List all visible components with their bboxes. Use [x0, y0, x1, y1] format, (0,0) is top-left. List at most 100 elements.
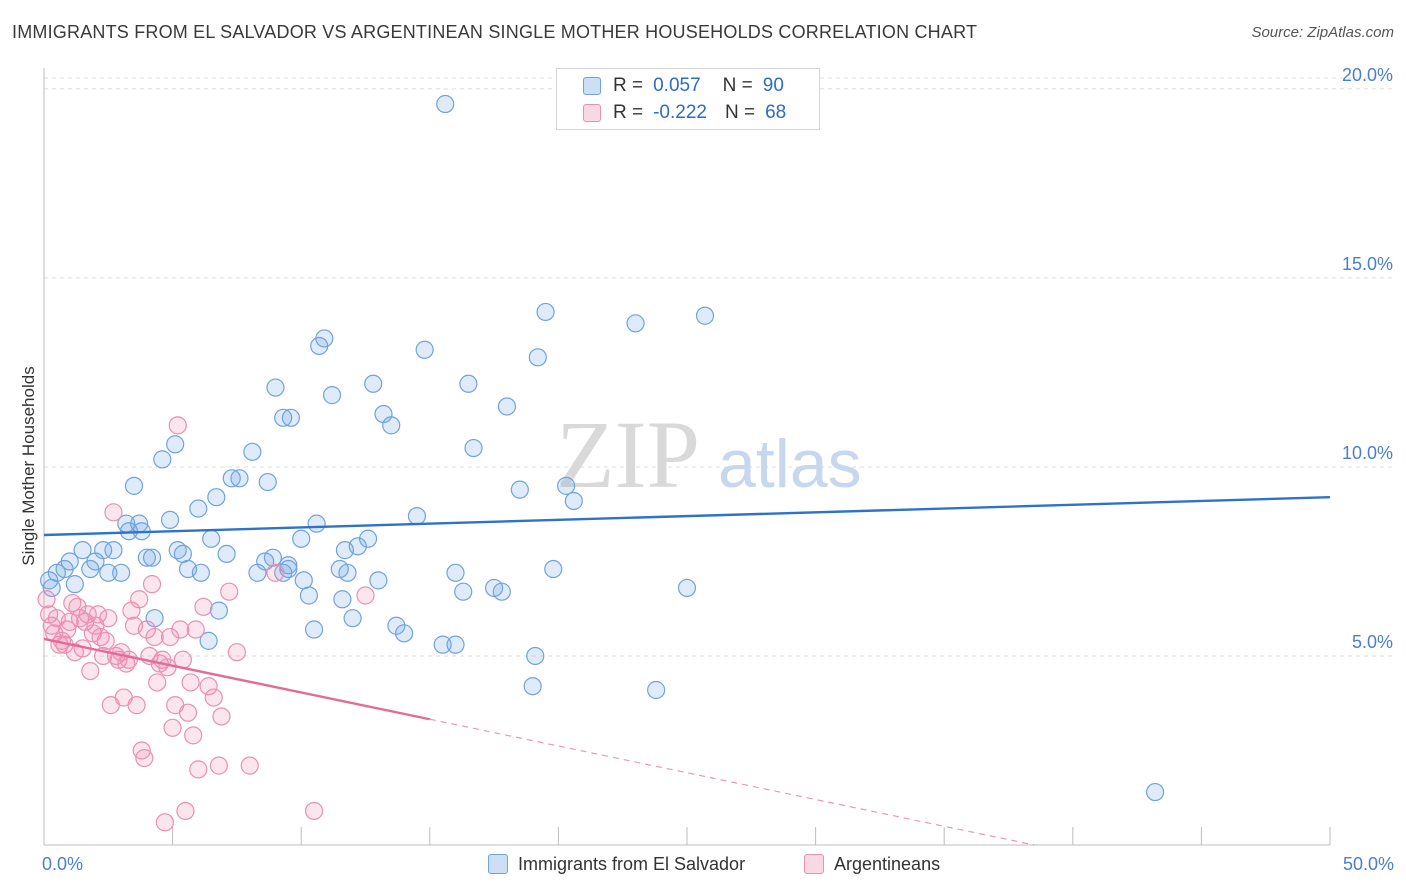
grid-lines: [44, 77, 1394, 657]
pink-data-point: [160, 627, 180, 647]
blue-data-point: [358, 529, 378, 548]
pink-data-point: [189, 760, 208, 779]
blue-data-point: [137, 548, 156, 567]
blue-data-point: [510, 480, 529, 499]
legend-row-blue: R = 0.057 N = 90: [583, 74, 784, 98]
watermark-atlas: atlas: [718, 426, 862, 502]
pink-trend-line-extension: [429, 718, 1035, 846]
blue-data-point: [217, 544, 236, 564]
blue-data-point: [274, 408, 293, 427]
blue-data-point: [387, 616, 406, 635]
pink-data-point: [181, 673, 200, 692]
blue-data-point: [528, 348, 547, 367]
pink-data-point: [227, 643, 246, 662]
blue-data-point: [523, 677, 542, 696]
bottom-legend-swatch-pink: [804, 854, 824, 874]
x-tick-label: 50.0%: [1343, 854, 1394, 874]
blue-data-point: [299, 586, 319, 605]
bottom-legend-swatch-blue: [488, 854, 508, 874]
x-tick-label: 0.0%: [42, 854, 83, 874]
blue-data-point: [60, 552, 79, 571]
blue-data-point: [446, 563, 465, 582]
blue-data-point: [322, 386, 342, 405]
watermark: ZIP atlas: [556, 401, 862, 508]
legend-r-label: R =: [613, 102, 644, 123]
pink-data-point: [212, 707, 231, 726]
watermark-zip: ZIP: [556, 401, 700, 508]
blue-data-point: [626, 314, 645, 333]
pink-data-point: [88, 605, 108, 624]
bottom-legend-series2: Argentineans: [804, 852, 940, 876]
y-tick-label: 10.0%: [1342, 443, 1393, 463]
y-axis-title: Single Mother Households: [19, 366, 38, 565]
y-tick-label: 20.0%: [1342, 65, 1393, 85]
blue-data-point: [647, 680, 666, 700]
blue-data-point: [199, 631, 218, 650]
pink-data-point: [186, 620, 205, 639]
blue-data-point: [415, 340, 434, 359]
pink-trend-line: [43, 637, 431, 721]
blue-data-point: [369, 571, 388, 590]
blue-data-point: [294, 571, 313, 590]
blue-trend-line: [43, 495, 1331, 537]
pink-data-point: [99, 609, 118, 628]
legend-r-value: -0.222: [653, 102, 707, 123]
blue-data-point: [382, 416, 401, 435]
pink-data-point: [184, 726, 203, 745]
pink-data-point: [176, 801, 195, 821]
blue-data-point: [104, 541, 123, 560]
pink-data-point: [60, 612, 79, 632]
blue-data-point: [464, 438, 483, 458]
blue-data-point: [73, 541, 92, 560]
blue-data-point: [307, 514, 326, 533]
blue-data-point: [304, 620, 324, 639]
pink-data-point: [119, 650, 138, 669]
blue-data-point: [446, 635, 465, 654]
pink-data-point: [68, 597, 87, 616]
pink-data-point: [135, 748, 154, 768]
blue-data-point: [695, 306, 715, 325]
legend-n-label: N =: [722, 75, 753, 96]
pink-data-point: [304, 801, 324, 821]
blue-data-point: [258, 472, 277, 492]
blue-data-point: [492, 582, 511, 601]
blue-data-point: [394, 624, 414, 643]
legend-swatch-blue: [583, 77, 601, 95]
blue-data-point: [99, 563, 118, 582]
blue-data-point: [526, 646, 545, 666]
y-tick-label: 15.0%: [1342, 254, 1393, 274]
legend-swatch-pink: [583, 104, 601, 122]
legend-r-value: 0.057: [653, 75, 701, 96]
blue-data-point: [454, 582, 473, 601]
pink-data-point: [163, 718, 182, 737]
legend-n-value: 68: [765, 102, 787, 123]
blue-data-point: [266, 378, 285, 397]
chart-source: Source: ZipAtlas.com: [1251, 24, 1394, 41]
blue-data-point: [407, 506, 427, 526]
blue-data-point: [536, 302, 555, 322]
blue-data-point: [243, 442, 262, 461]
pink-data-point: [137, 620, 156, 639]
blue-data-point: [160, 510, 180, 529]
blue-data-point: [564, 491, 583, 511]
blue-data-point: [173, 544, 192, 564]
pink-data-point: [37, 590, 56, 609]
bottom-legend-label: Argentineans: [834, 853, 941, 874]
y-tick-label: 5.0%: [1352, 632, 1393, 652]
blue-data-point: [94, 541, 113, 560]
blue-data-point: [343, 609, 362, 628]
legend-r-label: R =: [613, 75, 644, 96]
pink-data-point: [142, 575, 162, 594]
pink-data-point: [178, 703, 198, 722]
legend-row-pink: R = -0.222 N = 68: [583, 101, 786, 125]
pink-data-point: [155, 813, 174, 832]
blue-data-point: [153, 450, 172, 469]
pink-data-point: [194, 597, 213, 616]
blue-data-point: [281, 408, 301, 427]
blue-data-point: [338, 563, 357, 582]
blue-data-point: [189, 499, 208, 518]
blue-data-point: [364, 374, 383, 393]
pink-data-point: [148, 673, 167, 692]
blue-data-point: [1146, 782, 1165, 802]
